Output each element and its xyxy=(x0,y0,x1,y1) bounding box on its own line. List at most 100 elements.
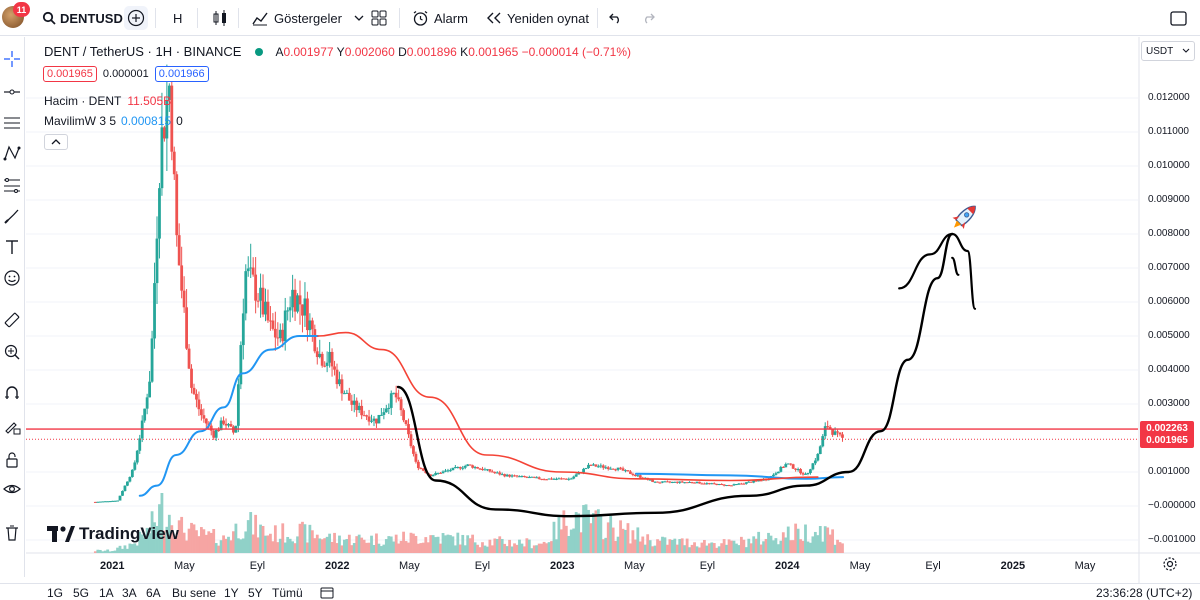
candle-body xyxy=(412,446,415,454)
volume-bar xyxy=(717,546,721,553)
trend-line-tool[interactable] xyxy=(2,82,22,102)
zoom-tool[interactable] xyxy=(2,342,22,362)
volume-bar xyxy=(727,539,731,553)
volume-bar xyxy=(232,531,235,553)
price-tick-label: −0.000000 xyxy=(1148,500,1196,511)
volume-bar xyxy=(355,536,359,553)
symbol-search-button[interactable]: DENTUSD xyxy=(42,0,123,36)
range-6m[interactable]: 6A xyxy=(146,586,161,600)
collapse-legend-button[interactable] xyxy=(44,134,68,150)
volume-bar xyxy=(449,535,452,553)
volume-bar xyxy=(113,550,117,553)
chart-type-button[interactable] xyxy=(212,0,228,36)
text-tool[interactable] xyxy=(2,237,22,257)
legend-title[interactable]: DENT / TetherUS · 1H · BINANCE xyxy=(44,44,242,59)
volume-bar xyxy=(234,523,238,553)
fib-tool[interactable] xyxy=(2,175,22,195)
replay-button[interactable]: Yeniden oynat xyxy=(486,0,589,36)
volume-bar xyxy=(619,520,622,553)
emoji-tool[interactable] xyxy=(2,268,22,288)
volume-bar xyxy=(150,511,154,553)
volume-bar xyxy=(202,529,206,553)
range-ytd[interactable]: Bu sene xyxy=(172,586,217,600)
range-3m[interactable]: 3A xyxy=(122,586,137,600)
undo-button[interactable] xyxy=(608,0,623,36)
buy-price-button[interactable]: 0.001966 xyxy=(154,66,209,82)
magnet-tool[interactable] xyxy=(2,383,22,403)
layouts-button[interactable] xyxy=(371,0,387,36)
brush-tool[interactable] xyxy=(2,206,22,226)
volume-bar xyxy=(394,534,398,553)
lock-drawing-mode-tool[interactable] xyxy=(2,417,22,437)
visibility-tool[interactable] xyxy=(2,479,22,499)
volume-bar xyxy=(293,543,297,553)
tradingview-logo: TradingView xyxy=(47,524,179,544)
volume-bar xyxy=(666,544,669,553)
candle-body xyxy=(668,481,672,483)
volume-bar xyxy=(774,538,778,553)
sell-price-button[interactable]: 0.001965 xyxy=(43,66,97,82)
volume-bar xyxy=(130,544,134,553)
zoom-in-icon xyxy=(4,344,20,360)
volume-bar xyxy=(629,543,632,553)
candle-body xyxy=(185,307,188,349)
candle-body xyxy=(165,100,169,139)
candle-body xyxy=(656,481,659,483)
candle-body xyxy=(342,393,346,395)
axis-settings-button[interactable] xyxy=(1162,556,1178,572)
parallel-lines-tool[interactable] xyxy=(2,113,22,133)
tv-logo-icon xyxy=(47,526,75,542)
notification-badge: 11 xyxy=(13,2,30,17)
compare-symbol-button[interactable] xyxy=(124,6,148,30)
volume-bar xyxy=(187,528,191,553)
chevron-down-icon[interactable] xyxy=(354,14,364,22)
volume-bar xyxy=(431,535,435,553)
candle-body xyxy=(197,399,201,410)
pattern-tool[interactable] xyxy=(2,143,22,163)
volume-bar xyxy=(192,524,196,553)
volume-bar xyxy=(481,542,484,553)
volume-bar xyxy=(429,535,433,553)
candle-body xyxy=(522,475,526,477)
clock-timezone[interactable]: 23:36:28 (UTC+2) xyxy=(1096,586,1193,600)
crosshair-tool[interactable] xyxy=(2,49,22,69)
fullscreen-button[interactable] xyxy=(1170,0,1187,36)
range-5d[interactable]: 5G xyxy=(73,586,90,600)
volume-bar xyxy=(323,538,327,553)
lock-tool[interactable] xyxy=(2,450,22,470)
candle-body xyxy=(772,474,775,477)
range-1m[interactable]: 1A xyxy=(99,586,114,600)
remove-drawings-tool[interactable] xyxy=(2,523,22,543)
candle-body xyxy=(619,467,622,469)
candle-body xyxy=(416,461,420,469)
ruler-tool[interactable] xyxy=(2,310,22,330)
volume-bar xyxy=(96,549,100,553)
volume-bar xyxy=(204,534,208,553)
candle-body xyxy=(325,362,329,366)
volume-bar xyxy=(582,505,585,553)
volume-bar xyxy=(658,540,662,553)
range-all[interactable]: Tümü xyxy=(272,586,303,600)
alert-button[interactable]: Alarm xyxy=(412,0,468,36)
indicators-button[interactable]: Göstergeler xyxy=(252,0,364,36)
range-5y[interactable]: 5Y xyxy=(248,586,263,600)
currency-selector[interactable]: USDT xyxy=(1141,41,1195,61)
mavilimw-legend[interactable]: MavilimW 3 5 0.000815 0 xyxy=(44,114,183,128)
volume-bar xyxy=(818,526,822,553)
candle-body xyxy=(392,392,396,394)
redo-button[interactable] xyxy=(641,0,656,36)
volume-bar xyxy=(816,535,820,553)
volume-legend[interactable]: Hacim · DENT 11.505B xyxy=(44,94,171,108)
candle-body xyxy=(710,483,714,485)
candle-body xyxy=(757,480,761,482)
interval-button[interactable]: H xyxy=(173,0,182,36)
range-1y[interactable]: 1Y xyxy=(224,586,239,600)
volume-bar xyxy=(153,522,156,553)
candle-body xyxy=(212,430,216,438)
candle-body xyxy=(431,474,435,477)
date-range-button[interactable] xyxy=(320,586,334,600)
volume-bar xyxy=(456,532,460,553)
candle-body xyxy=(313,329,317,352)
range-1d[interactable]: 1G xyxy=(47,586,64,600)
